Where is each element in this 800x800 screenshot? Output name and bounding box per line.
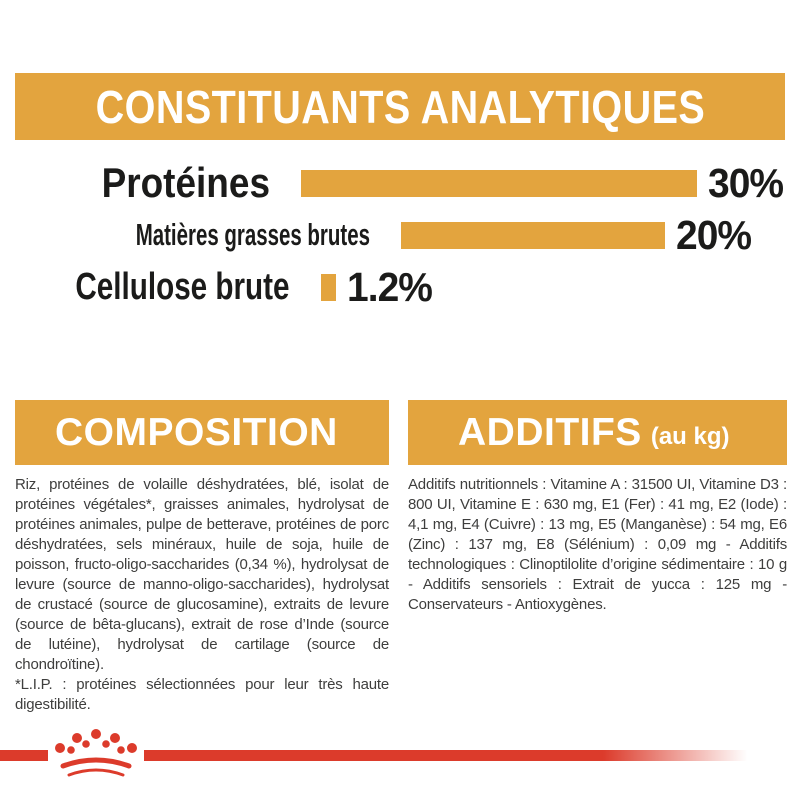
chart-category-label: Protéines [101, 159, 271, 206]
divider-line-right [144, 750, 800, 761]
chart-row: Cellulose brute 1.2% [15, 261, 800, 313]
analytical-constituents-chart: Protéines 30% Matières grasses brutes 20… [15, 157, 800, 313]
composition-banner: COMPOSITION [15, 400, 389, 465]
chart-bar [320, 273, 337, 301]
chart-category-label: Matières grasses brutes [135, 217, 370, 252]
composition-section: COMPOSITION Riz, protéines de volaille d… [15, 400, 389, 715]
chart-value-label: 20% [675, 211, 752, 258]
additives-body: Additifs nutritionnels : Vitamine A : 31… [408, 476, 787, 613]
composition-lip-note: *L.I.P. : protéines sélectionnées pour l… [15, 676, 389, 713]
details-columns: COMPOSITION Riz, protéines de volaille d… [15, 400, 787, 715]
divider-line-left [0, 750, 48, 761]
chart-value-label: 1.2% [347, 263, 433, 310]
chart-row: Protéines 30% [15, 157, 800, 209]
additives-section: ADDITIFS (au kg) Additifs nutritionnels … [408, 400, 787, 715]
chart-category-label: Cellulose brute [75, 265, 290, 308]
additives-unit-label: (au kg) [650, 422, 730, 450]
royal-canin-crown-icon [55, 729, 137, 777]
chart-row: Matières grasses brutes 20% [15, 209, 800, 261]
chart-bar [400, 221, 665, 249]
chart-bar [301, 169, 697, 197]
composition-title: COMPOSITION [55, 410, 338, 454]
analytical-constituents-banner: CONSTITUANTS ANALYTIQUES [15, 73, 785, 140]
additives-banner: ADDITIFS (au kg) [408, 400, 787, 465]
analytical-constituents-title: CONSTITUANTS ANALYTIQUES [95, 80, 705, 133]
chart-value-label: 30% [708, 159, 784, 206]
additives-title: ADDITIFS [458, 410, 642, 454]
composition-body: Riz, protéines de volaille déshydratées,… [15, 476, 389, 673]
